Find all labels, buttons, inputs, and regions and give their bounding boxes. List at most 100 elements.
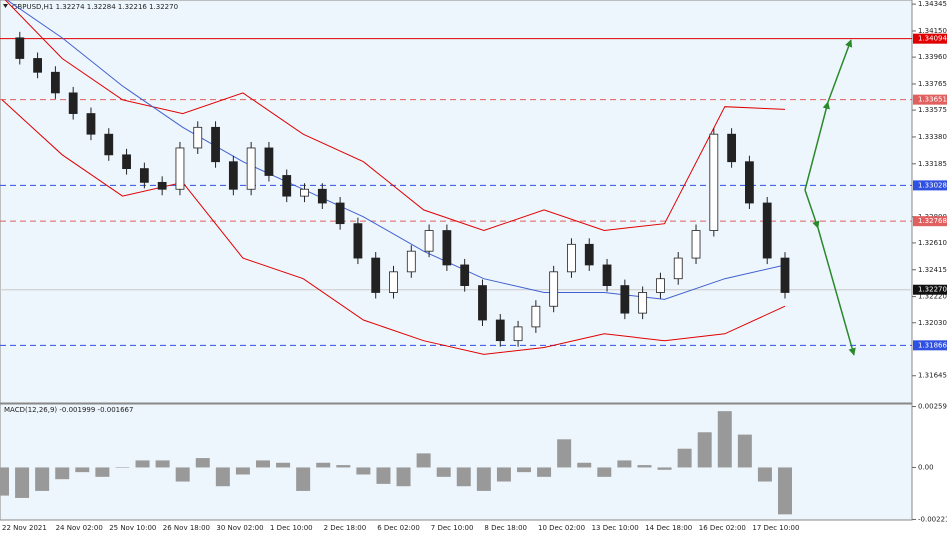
x-tick-label: 22 Nov 2021 <box>2 524 47 532</box>
level-label-bg <box>913 94 947 105</box>
candle <box>602 264 612 286</box>
candle <box>282 175 292 197</box>
macd-bar <box>537 467 552 477</box>
x-tick-label: 14 Dec 18:00 <box>645 524 692 532</box>
x-tick-label: 10 Dec 02:00 <box>538 524 585 532</box>
candle <box>495 319 505 342</box>
macd-bar <box>276 462 291 468</box>
macd-bar <box>296 467 311 491</box>
candle <box>424 230 434 252</box>
macd-bar <box>717 411 732 468</box>
candle <box>762 202 772 259</box>
macd-bar <box>35 467 50 491</box>
forecast-arrows <box>804 39 856 356</box>
level-label: 1.31866 <box>918 341 947 349</box>
candle <box>264 147 274 176</box>
y-tick-label: 1.32415 <box>918 266 947 274</box>
macd-header: MACD(12,26,9) -0.001999 -0.001667 <box>4 406 133 414</box>
x-tick-label: 2 Dec 18:00 <box>324 524 367 532</box>
macd-bar <box>476 467 491 491</box>
x-tick-label: 8 Dec 18:00 <box>484 524 527 532</box>
macd-bar <box>15 467 30 498</box>
x-tick-label: 30 Nov 02:00 <box>216 524 263 532</box>
x-tick-label: 17 Dec 10:00 <box>752 524 799 532</box>
x-tick-label: 25 Nov 10:00 <box>109 524 156 532</box>
macd-bar <box>0 467 9 496</box>
macd-bar <box>95 467 110 477</box>
macd-bar <box>195 458 210 468</box>
macd-bar <box>697 432 712 468</box>
candle <box>780 257 790 293</box>
indicator-line <box>1 99 786 355</box>
menu-icon <box>3 4 8 8</box>
macd-bar <box>135 460 150 468</box>
candle <box>68 92 78 114</box>
macd-tick-label: 0.002597 <box>918 403 947 411</box>
y-tick-label: 1.33575 <box>918 106 947 114</box>
candle <box>193 126 203 149</box>
macd-bar <box>356 467 371 475</box>
candle <box>104 133 114 156</box>
candle <box>389 271 398 293</box>
level-label: 1.33028 <box>918 181 947 189</box>
macd-bar <box>235 467 250 475</box>
candle <box>691 230 701 259</box>
level-label: 1.33651 <box>918 96 947 104</box>
macd-bar <box>436 467 451 477</box>
macd-pane <box>0 403 913 521</box>
candle <box>50 71 60 94</box>
macd-bar <box>215 467 230 487</box>
candle <box>300 188 309 197</box>
candle <box>211 126 220 163</box>
y-tick-label: 1.32220 <box>918 293 947 301</box>
macd-tick-label: -0.002217 <box>918 515 947 523</box>
level-label-bg <box>913 340 947 351</box>
macd-bar <box>597 467 612 477</box>
macd-bar <box>677 448 692 468</box>
candle <box>122 154 131 170</box>
candle <box>727 133 737 163</box>
candle <box>460 264 470 286</box>
candle <box>228 161 238 190</box>
candle <box>531 305 541 328</box>
macd-bar <box>396 467 411 487</box>
candle <box>406 250 416 273</box>
macd-bar <box>175 467 190 482</box>
candle <box>638 292 648 314</box>
level-label: 1.32768 <box>918 217 947 225</box>
macd-bar <box>115 467 130 468</box>
candle <box>353 223 363 259</box>
candle <box>567 243 576 273</box>
level-label: 1.34094 <box>918 35 947 43</box>
candle <box>157 181 167 190</box>
x-tick-label: 16 Dec 02:00 <box>699 524 746 532</box>
candle <box>175 147 185 190</box>
y-tick-label: 1.32030 <box>918 319 947 327</box>
candle <box>478 285 487 321</box>
macd-bar <box>637 465 652 468</box>
macd-bar <box>155 460 170 468</box>
candle <box>513 326 523 342</box>
macd-bar <box>657 467 672 470</box>
macd-bar <box>336 465 351 468</box>
macd-bar <box>778 467 792 515</box>
macd-bar <box>256 460 270 468</box>
level-label-bg <box>913 180 947 191</box>
x-tick-label: 1 Dec 10:00 <box>270 524 313 532</box>
candle <box>442 230 452 266</box>
macd-bar <box>517 467 531 473</box>
macd-bar <box>316 462 331 468</box>
y-tick-label: 1.33765 <box>918 80 947 88</box>
x-tick-label: 7 Dec 10:00 <box>431 524 474 532</box>
macd-tick-label: 0.00 <box>918 463 934 471</box>
macd-bar <box>757 467 772 482</box>
macd-bar <box>617 460 632 468</box>
macd-bar <box>737 434 752 468</box>
indicator-line <box>4 0 786 232</box>
y-tick-label: 1.34150 <box>918 27 947 35</box>
candle <box>673 257 683 280</box>
macd-bar <box>577 462 592 468</box>
y-tick-label: 1.33960 <box>918 53 947 61</box>
